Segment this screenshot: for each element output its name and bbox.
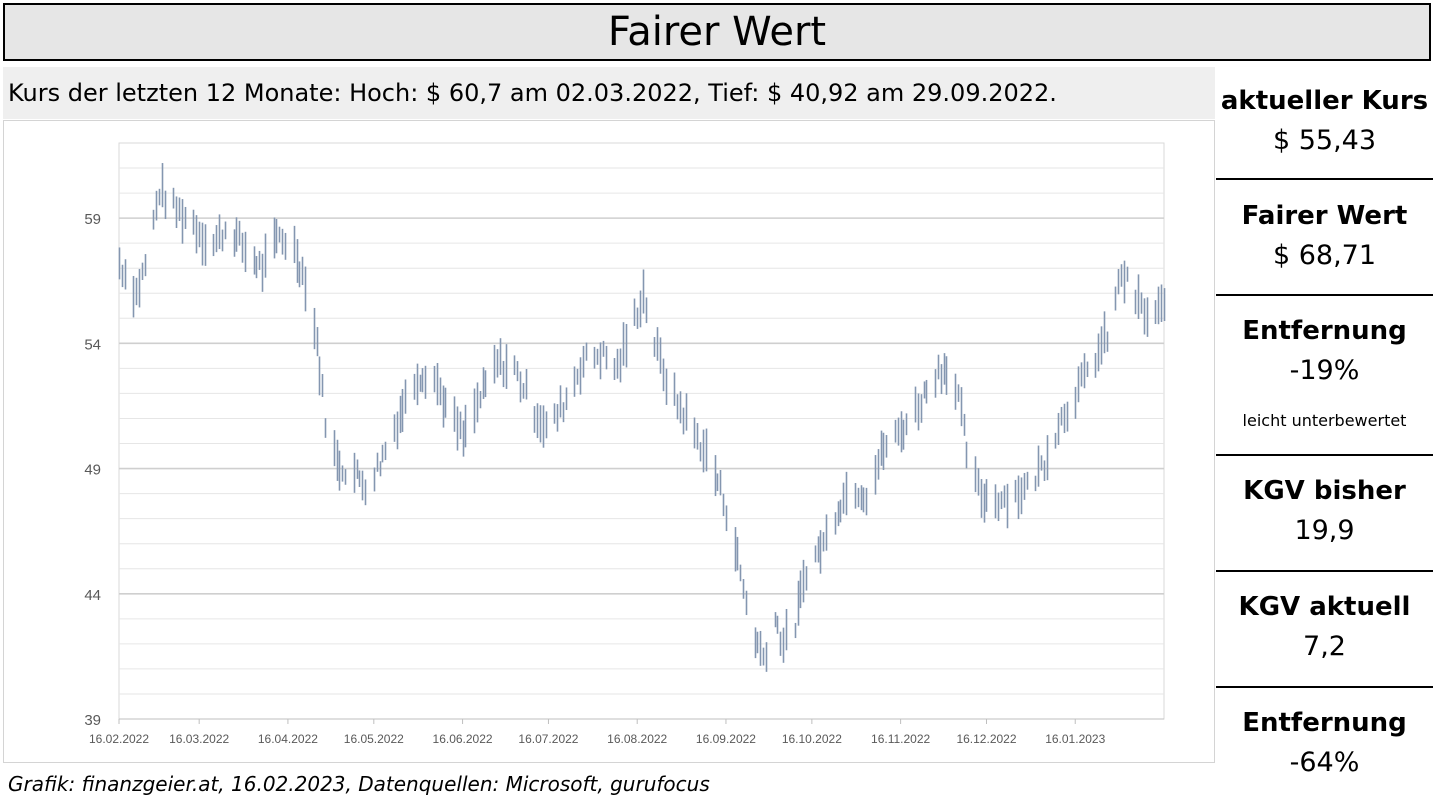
x-tick-label: 16.04.2022 <box>258 732 318 746</box>
y-tick-label: 44 <box>84 587 101 604</box>
distance-label: Entfernung <box>1242 316 1407 346</box>
valuation-note: leicht unterbewertet <box>1242 411 1407 430</box>
y-tick-label: 49 <box>84 462 101 479</box>
pe-current-value: 7,2 <box>1303 631 1346 662</box>
fair-value-value: $ 68,71 <box>1272 240 1377 271</box>
divider <box>1216 294 1433 296</box>
distance-pe-stat: Entfernung -64% <box>1216 707 1433 781</box>
x-tick-label: 16.02.2022 <box>89 732 149 746</box>
divider <box>1216 178 1433 180</box>
x-tick-label: 16.06.2022 <box>433 732 493 746</box>
y-tick-label: 59 <box>84 211 101 228</box>
chart-area: 39 44 49 54 59 16.02.2022 16.03.2022 16.04.2022… <box>3 120 1215 763</box>
distance-label: Entfernung <box>1242 708 1407 738</box>
fair-value-stat: Fairer Wert $ 68,71 <box>1216 200 1433 274</box>
x-tick-label: 16.11.2022 <box>871 732 930 746</box>
y-tick-label: 39 <box>84 712 101 729</box>
divider <box>1216 454 1433 456</box>
stats-panel: aktueller Kurs $ 55,43 Fairer Wert $ 68,… <box>1216 67 1433 800</box>
x-tick-label: 16.09.2022 <box>696 732 756 746</box>
chart-title: Fairer Wert <box>3 3 1431 61</box>
x-tick-label: 16.05.2022 <box>344 732 404 746</box>
x-tick-label: 16.12.2022 <box>956 732 1016 746</box>
pe-past-label: KGV bisher <box>1243 476 1406 506</box>
x-tick-label: 16.07.2022 <box>518 732 578 746</box>
pe-current-stat: KGV aktuell 7,2 <box>1216 591 1433 665</box>
pe-past-value: 19,9 <box>1294 515 1355 546</box>
x-tick-label: 16.10.2022 <box>782 732 842 746</box>
pe-current-label: KGV aktuell <box>1238 592 1411 622</box>
current-price-value: $ 55,43 <box>1272 125 1377 156</box>
fair-value-label: Fairer Wert <box>1241 201 1408 231</box>
distance-value: -64% <box>1289 747 1360 778</box>
x-tick-label: 16.08.2022 <box>607 732 667 746</box>
current-price-label: aktueller Kurs <box>1220 86 1429 116</box>
distance-value: -19% <box>1289 355 1360 386</box>
distance-fair-value-stat: Entfernung -19% leicht unterbewertet <box>1216 315 1433 430</box>
divider <box>1216 570 1433 572</box>
x-tick-label: 16.03.2022 <box>169 732 229 746</box>
current-price-stat: aktueller Kurs $ 55,43 <box>1216 85 1433 159</box>
x-tick-label: 16.01.2023 <box>1045 732 1105 746</box>
pe-past-stat: KGV bisher 19,9 <box>1216 475 1433 549</box>
price-range-summary: Kurs der letzten 12 Monate: Hoch: $ 60,7… <box>3 67 1215 119</box>
source-footnote: Grafik: finanzgeier.at, 16.02.2023, Date… <box>8 772 710 796</box>
y-tick-label: 54 <box>84 336 101 353</box>
divider <box>1216 686 1433 688</box>
ohlc-chart: 39 44 49 54 59 16.02.2022 16.03.2022 16.04.2022… <box>84 142 1166 746</box>
